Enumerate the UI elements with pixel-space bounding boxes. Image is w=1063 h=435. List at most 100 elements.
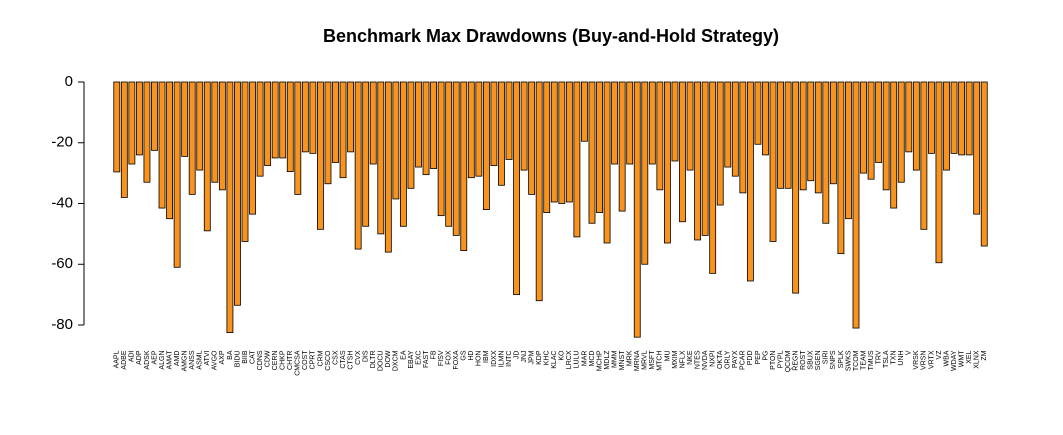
x-tick-label: CSX: [332, 350, 339, 365]
x-tick-label: LRCX: [566, 350, 573, 369]
bar: [596, 81, 603, 214]
bar: [581, 81, 588, 142]
x-tick-label: BIIB: [242, 350, 249, 364]
x-tick-label: MRVL: [642, 350, 649, 369]
x-tick-label: MCHP: [596, 350, 603, 371]
bar: [347, 81, 355, 153]
chart-title: Benchmark Max Drawdowns (Buy-and-Hold St…: [323, 26, 779, 46]
y-tick-label: -80: [51, 316, 73, 333]
bar: [950, 81, 958, 154]
x-tick-label: PAYX: [732, 350, 739, 368]
x-tick-label: CDW: [264, 350, 271, 367]
bar: [769, 81, 777, 242]
bar: [550, 81, 558, 203]
bar: [558, 81, 566, 204]
bar: [686, 81, 694, 171]
bar: [294, 81, 302, 195]
x-tick-label: ADSK: [144, 350, 151, 369]
bar: [173, 81, 181, 268]
bar: [430, 81, 437, 169]
x-tick-label: JPM: [528, 350, 535, 364]
bar: [822, 81, 830, 224]
x-tick-label: AEP: [151, 350, 158, 364]
x-tick-label: KO: [559, 350, 566, 361]
x-tick-label: IBM: [483, 350, 490, 363]
x-tick-label: VZ: [936, 350, 943, 360]
bar: [860, 81, 867, 174]
bar: [234, 81, 241, 306]
x-tick-label: ALGN: [159, 351, 166, 370]
y-tick-label: 0: [65, 73, 73, 90]
y-tick-label: -60: [51, 255, 73, 272]
x-tick-label: ORLY: [725, 350, 732, 369]
bar: [535, 81, 543, 302]
x-tick-label: XLNX: [974, 350, 981, 369]
x-tick-label: COST: [302, 350, 309, 370]
x-tick-label: OKTA: [717, 350, 724, 369]
x-tick-label: MXIM: [672, 350, 679, 368]
bar: [762, 81, 769, 156]
bar: [618, 81, 626, 212]
y-tick-label: -20: [51, 134, 73, 151]
bar: [181, 81, 189, 157]
bar: [837, 81, 845, 255]
bar: [490, 81, 498, 166]
x-tick-label: CSCO: [325, 350, 332, 371]
x-tick-label: MSFT: [649, 350, 656, 370]
x-tick-label: ILMN: [498, 351, 505, 368]
x-tick-label: PEP: [755, 350, 762, 364]
bar: [482, 81, 490, 210]
x-tick-label: CAT: [249, 350, 256, 364]
x-tick-label: PG: [762, 351, 769, 361]
x-tick-label: BA: [227, 350, 234, 360]
bar: [875, 81, 883, 163]
x-tick-label: ATVI: [204, 350, 211, 365]
x-tick-label: DOCU: [378, 351, 385, 372]
x-tick-label: WDAY: [951, 350, 958, 371]
x-tick-label: DOW: [385, 350, 392, 368]
x-tick-label: CDNS: [257, 350, 264, 370]
bar: [166, 81, 173, 220]
bar: [739, 81, 747, 194]
x-tick-label: WBA: [943, 350, 950, 366]
bar: [317, 81, 324, 230]
bar: [905, 81, 913, 153]
bar: [324, 81, 332, 185]
x-tick-label: NFLX: [679, 350, 686, 368]
x-tick-label: VRTX: [928, 350, 935, 369]
x-tick-label: CVX: [355, 350, 362, 365]
x-tick-label: NKE: [687, 350, 694, 365]
bar: [475, 81, 483, 177]
bar: [694, 81, 702, 241]
bar: [882, 81, 890, 191]
x-tick-label: FOXA: [453, 350, 460, 369]
x-tick-label: TSLA: [883, 350, 890, 368]
bar: [452, 81, 460, 236]
x-tick-label: CTAS: [340, 350, 347, 368]
x-tick-label: PYPL: [777, 350, 784, 368]
bar: [671, 81, 679, 162]
x-tick-label: GS: [461, 350, 468, 360]
bar: [716, 81, 724, 206]
x-tick-label: TMUS: [868, 350, 875, 370]
x-tick-label: ASML: [197, 350, 204, 369]
x-tick-label: FISV: [438, 350, 445, 366]
x-tick-label: CRM: [317, 350, 324, 366]
x-tick-label: DXCM: [393, 350, 400, 371]
bar: [701, 81, 709, 236]
x-tick-label: SIRI: [823, 350, 830, 364]
bar: [505, 81, 513, 160]
bar: [973, 81, 981, 215]
x-tick-label: MNST: [619, 350, 626, 371]
bar: [188, 81, 196, 195]
bar: [498, 81, 505, 186]
bar: [143, 81, 151, 183]
bar: [829, 81, 837, 185]
x-tick-label: SBUX: [808, 350, 815, 369]
x-tick-label: JNJ: [521, 351, 528, 363]
x-tick-label: CERN: [272, 351, 279, 371]
x-tick-label: DLTR: [370, 351, 377, 369]
bar: [211, 81, 219, 183]
